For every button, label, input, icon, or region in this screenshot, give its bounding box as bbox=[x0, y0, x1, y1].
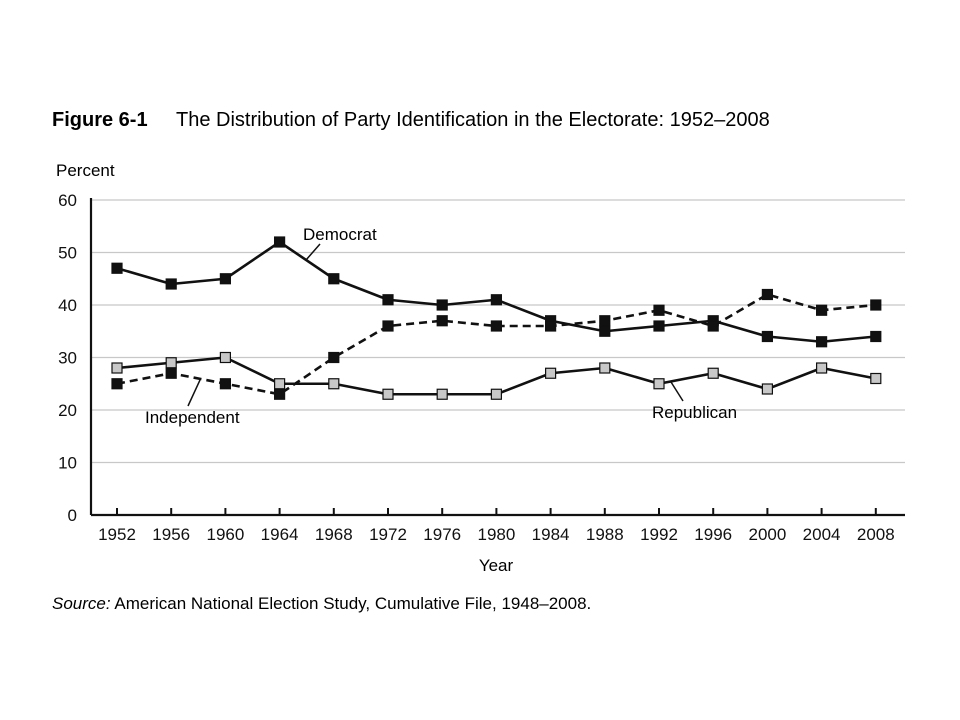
x-tick-label-1964: 1964 bbox=[261, 525, 299, 544]
x-tick-label-1996: 1996 bbox=[694, 525, 732, 544]
independent-label: Independent bbox=[145, 408, 240, 427]
x-tick-label-1980: 1980 bbox=[477, 525, 515, 544]
independent-point-1996 bbox=[707, 320, 719, 332]
democrat-leader-line bbox=[305, 243, 321, 261]
y-tick-label-50: 50 bbox=[58, 244, 77, 263]
democrat-point-1952 bbox=[111, 262, 123, 274]
x-tick-label-1988: 1988 bbox=[586, 525, 624, 544]
democrat-point-2008 bbox=[870, 330, 882, 343]
republican-point-1988 bbox=[599, 362, 611, 374]
independent-line bbox=[116, 293, 876, 396]
x-tick-label-1984: 1984 bbox=[532, 525, 570, 544]
x-tick-label-2008: 2008 bbox=[857, 525, 895, 544]
independent-point-2004 bbox=[815, 304, 828, 316]
x-tick-labels: 1952 1956 1960 1964 1968 1972 1976 1980 1984 1988… bbox=[98, 525, 895, 544]
figure-number: Figure 6-1 bbox=[52, 109, 148, 131]
democrat-point-1972 bbox=[382, 294, 394, 306]
democrat-point-1976 bbox=[436, 299, 448, 311]
x-tick-label-1952: 1952 bbox=[98, 525, 136, 544]
independent-point-1956 bbox=[165, 367, 177, 379]
x-tick-label-1956: 1956 bbox=[152, 525, 190, 544]
republican-point-2004 bbox=[815, 362, 828, 374]
independent-point-1968 bbox=[328, 351, 340, 364]
independent-point-1960 bbox=[219, 378, 231, 390]
y-tick-label-40: 40 bbox=[58, 296, 77, 315]
y-tick-label-20: 20 bbox=[58, 401, 77, 420]
y-tick-label-60: 60 bbox=[58, 191, 77, 210]
democrat-point-1960 bbox=[219, 273, 231, 285]
y-tick-labels: 0 10 20 30 40 50 60 bbox=[58, 191, 77, 525]
independent-series bbox=[111, 288, 882, 400]
x-tick-label-1972: 1972 bbox=[369, 525, 407, 544]
independent-point-1972 bbox=[382, 320, 394, 332]
source-text: American National Election Study, Cumula… bbox=[111, 594, 592, 613]
independent-point-1992 bbox=[653, 304, 665, 316]
independent-leader-line bbox=[187, 379, 201, 407]
republican-point-1972 bbox=[382, 388, 394, 400]
democrat-point-2004 bbox=[815, 336, 828, 348]
democrat-point-2000 bbox=[761, 330, 774, 343]
republican-point-1964 bbox=[274, 378, 286, 390]
republican-point-1984 bbox=[544, 367, 557, 379]
democrat-point-1968 bbox=[328, 273, 340, 285]
republican-point-1956 bbox=[165, 357, 177, 369]
x-axis-label: Year bbox=[479, 556, 514, 575]
democrat-point-1988 bbox=[599, 325, 611, 337]
independent-point-1980 bbox=[490, 320, 502, 332]
republican-label: Republican bbox=[652, 403, 737, 422]
x-tick-label-1960: 1960 bbox=[206, 525, 244, 544]
y-tick-label-10: 10 bbox=[58, 454, 77, 473]
x-tick-label-2004: 2004 bbox=[803, 525, 841, 544]
y-axis-label: Percent bbox=[56, 161, 115, 180]
independent-point-1964 bbox=[274, 388, 286, 400]
republican-point-1992 bbox=[653, 378, 665, 390]
republican-leader-line bbox=[670, 381, 684, 402]
x-tick-label-1976: 1976 bbox=[423, 525, 461, 544]
republican-point-1952 bbox=[111, 362, 123, 374]
independent-point-2000 bbox=[761, 288, 774, 301]
republican-point-1976 bbox=[436, 388, 448, 400]
axes bbox=[89, 198, 905, 517]
republican-point-1980 bbox=[490, 388, 502, 400]
y-tick-label-30: 30 bbox=[58, 349, 77, 368]
independent-point-1988 bbox=[599, 315, 611, 327]
republican-point-2000 bbox=[761, 383, 774, 395]
independent-point-1952 bbox=[111, 378, 123, 390]
x-tick-label-1992: 1992 bbox=[640, 525, 678, 544]
democrat-label: Democrat bbox=[303, 225, 377, 244]
independent-point-1976 bbox=[436, 315, 448, 327]
republican-series bbox=[111, 351, 882, 400]
x-tick-label-1968: 1968 bbox=[315, 525, 353, 544]
source-label: Source: bbox=[52, 594, 111, 613]
source-note: Source: American National Election Study… bbox=[52, 594, 591, 613]
democrat-point-1992 bbox=[653, 320, 665, 332]
democrat-point-1964 bbox=[274, 236, 286, 248]
independent-point-1984 bbox=[544, 320, 557, 332]
democrat-point-1956 bbox=[165, 278, 177, 290]
y-tick-label-0: 0 bbox=[68, 506, 77, 525]
figure-title: The Distribution of Party Identification… bbox=[176, 109, 770, 131]
series-group bbox=[111, 236, 882, 400]
independent-point-2008 bbox=[870, 299, 882, 311]
republican-point-1968 bbox=[328, 378, 340, 390]
republican-point-1960 bbox=[219, 351, 231, 364]
republican-point-2008 bbox=[870, 372, 882, 385]
x-tick-label-2000: 2000 bbox=[748, 525, 786, 544]
republican-point-1996 bbox=[707, 367, 719, 379]
democrat-point-1980 bbox=[490, 294, 502, 306]
